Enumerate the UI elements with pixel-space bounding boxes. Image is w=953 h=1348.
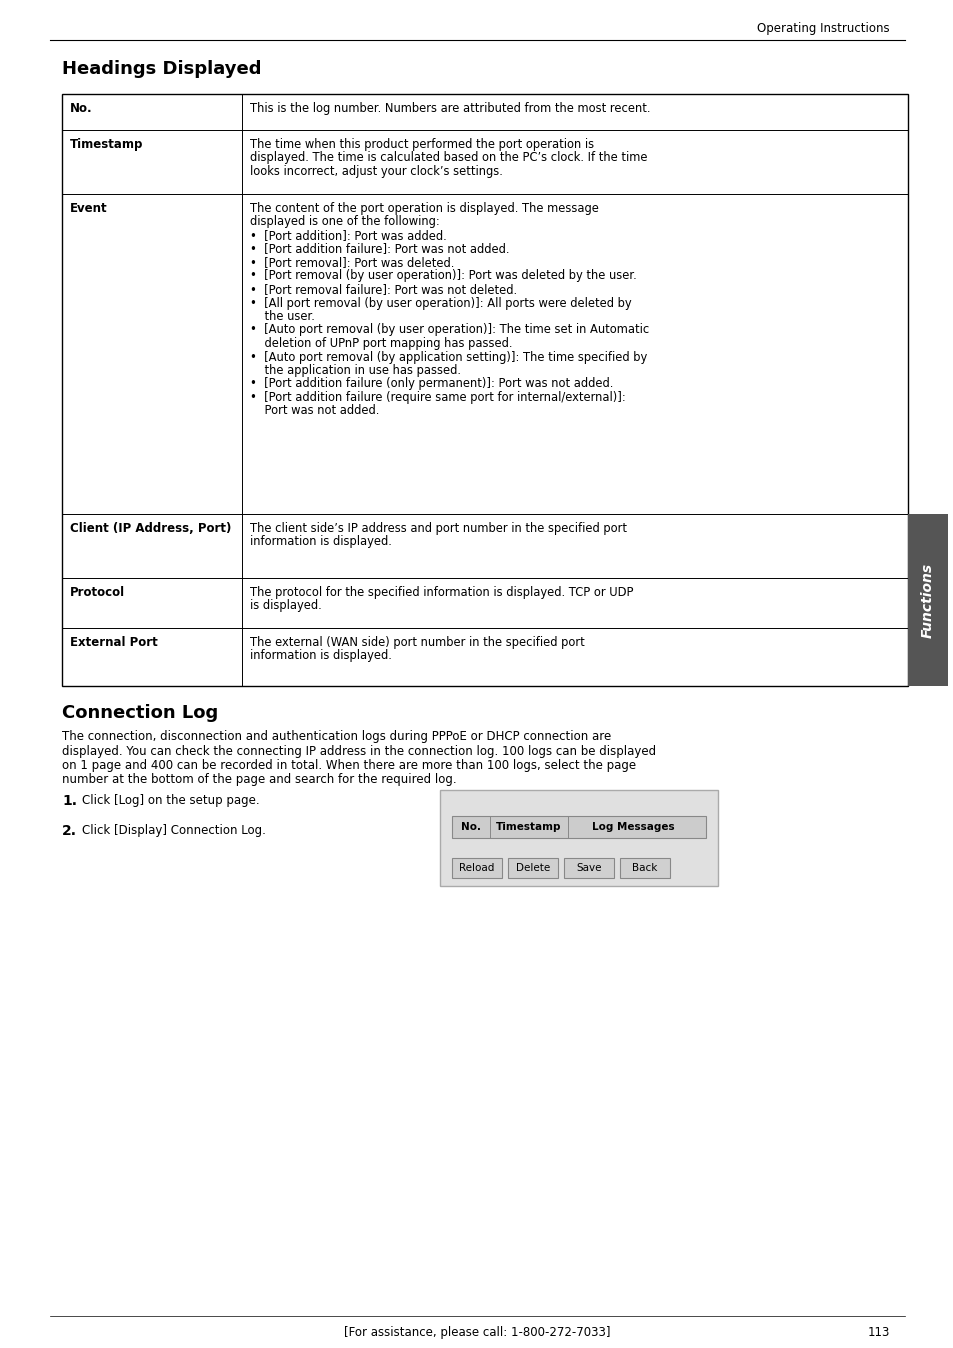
Text: Port was not added.: Port was not added. [250,404,379,418]
Text: Reload: Reload [458,863,495,874]
Text: •  [All port removal (by user operation)]: All ports were deleted by: • [All port removal (by user operation)]… [250,297,631,310]
Bar [507,857,558,878]
Text: Operating Instructions: Operating Instructions [757,22,889,35]
Text: Connection Log: Connection Log [62,704,218,723]
Text: The protocol for the specified information is displayed. TCP or UDP: The protocol for the specified informati… [250,586,633,599]
Text: Protocol: Protocol [70,586,125,599]
Text: Log Messages: Log Messages [591,822,674,832]
Text: Back: Back [632,863,657,874]
Text: number at the bottom of the page and search for the required log.: number at the bottom of the page and sea… [62,774,456,786]
Text: •  [Port addition failure (only permanent)]: Port was not added.: • [Port addition failure (only permanent… [250,377,613,391]
Text: deletion of UPnP port mapping has passed.: deletion of UPnP port mapping has passed… [250,337,512,350]
Text: Client (IP Address, Port): Client (IP Address, Port) [70,522,232,535]
Text: 2.: 2. [62,824,77,838]
Text: Event: Event [70,202,108,214]
Text: The connection, disconnection and authentication logs during PPPoE or DHCP conne: The connection, disconnection and authen… [62,731,611,743]
Text: the user.: the user. [250,310,314,324]
Bar [907,514,947,686]
Text: •  [Auto port removal (by application setting)]: The time specified by: • [Auto port removal (by application set… [250,350,646,364]
Text: Click [Log] on the setup page.: Click [Log] on the setup page. [82,794,259,807]
Bar [619,857,669,878]
Text: displayed is one of the following:: displayed is one of the following: [250,216,439,229]
Text: The external (WAN side) port number in the specified port: The external (WAN side) port number in t… [250,636,584,648]
Text: looks incorrect, adjust your clock’s settings.: looks incorrect, adjust your clock’s set… [250,164,502,178]
Text: No.: No. [460,822,480,832]
Text: displayed. The time is calculated based on the PC’s clock. If the time: displayed. The time is calculated based … [250,151,647,164]
Text: •  [Port removal]: Port was deleted.: • [Port removal]: Port was deleted. [250,256,454,270]
Text: •  [Port addition]: Port was added.: • [Port addition]: Port was added. [250,229,446,243]
Text: No Logs: No Logs [555,798,601,811]
Text: Functions: Functions [920,562,934,638]
Text: •  [Port removal (by user operation)]: Port was deleted by the user.: • [Port removal (by user operation)]: Po… [250,270,636,283]
Text: Click [Display] Connection Log.: Click [Display] Connection Log. [82,824,266,837]
Text: The time when this product performed the port operation is: The time when this product performed the… [250,137,594,151]
Bar [452,816,705,838]
Bar [563,857,614,878]
Text: information is displayed.: information is displayed. [250,535,392,549]
Text: 113: 113 [866,1326,889,1339]
Text: External Port: External Port [70,636,157,648]
Text: the application in use has passed.: the application in use has passed. [250,364,460,377]
Text: Delete: Delete [516,863,550,874]
Text: [For assistance, please call: 1-800-272-7033]: [For assistance, please call: 1-800-272-… [343,1326,610,1339]
Text: •  [Port addition failure (require same port for internal/external)]:: • [Port addition failure (require same p… [250,391,625,404]
Text: Save: Save [576,863,601,874]
Text: Timestamp: Timestamp [496,822,561,832]
Text: •  [Auto port removal (by user operation)]: The time set in Automatic: • [Auto port removal (by user operation)… [250,324,649,337]
Text: •  [Port addition failure]: Port was not added.: • [Port addition failure]: Port was not … [250,243,509,256]
Bar [62,94,907,686]
Text: This is the log number. Numbers are attributed from the most recent.: This is the log number. Numbers are attr… [250,102,650,115]
Text: information is displayed.: information is displayed. [250,650,392,662]
Text: The client side’s IP address and port number in the specified port: The client side’s IP address and port nu… [250,522,626,535]
Text: is displayed.: is displayed. [250,600,321,612]
Text: displayed. You can check the connecting IP address in the connection log. 100 lo: displayed. You can check the connecting … [62,744,656,758]
Text: Headings Displayed: Headings Displayed [62,61,261,78]
Text: No.: No. [70,102,92,115]
Bar [439,790,718,886]
Text: •  [Port removal failure]: Port was not deleted.: • [Port removal failure]: Port was not d… [250,283,517,297]
Text: The content of the port operation is displayed. The message: The content of the port operation is dis… [250,202,598,214]
Text: Timestamp: Timestamp [70,137,143,151]
Bar [452,857,501,878]
Text: on 1 page and 400 can be recorded in total. When there are more than 100 logs, s: on 1 page and 400 can be recorded in tot… [62,759,636,772]
Text: 1.: 1. [62,794,77,807]
